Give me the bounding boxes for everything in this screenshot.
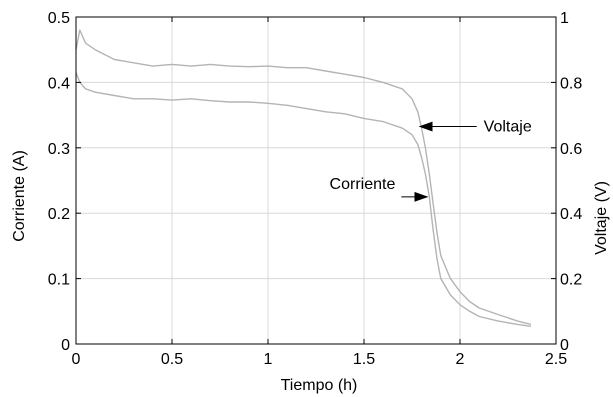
y-right-tick-label: 0.6 [560, 141, 582, 158]
y-axis-right-title: Voltaje (V) [593, 181, 610, 255]
series-layer [75, 29, 532, 327]
y-right-tick-label: 0.8 [560, 75, 582, 92]
y-right-tick-label: 0.4 [560, 206, 582, 223]
y-right-tick-label: 0 [560, 337, 569, 354]
annotation-label-voltaje: Voltaje [484, 119, 532, 136]
y-left-tick-label: 0.5 [48, 10, 70, 27]
y-left-tick-label: 0.4 [48, 75, 70, 92]
plot-frame [75, 16, 557, 345]
x-axis-title: Tiempo (h) [281, 377, 358, 394]
x-tick-label: 0 [72, 351, 81, 368]
series-line-voltaje [75, 29, 532, 326]
y-left-tick-label: 0.1 [48, 272, 70, 289]
series-line-corriente [75, 72, 532, 327]
y-right-tick-label: 0.2 [560, 272, 582, 289]
x-tick-label: 1 [264, 351, 273, 368]
y-left-tick-label: 0.2 [48, 206, 70, 223]
y-right-tick-label: 1 [560, 10, 569, 27]
annotation-label-corriente: Corriente [330, 176, 396, 193]
y-left-tick-label: 0.3 [48, 141, 70, 158]
x-tick-label: 2 [456, 351, 465, 368]
y-left-tick-label: 0 [61, 337, 70, 354]
x-tick-label: 0.5 [161, 351, 183, 368]
x-tick-label: 2.5 [545, 351, 567, 368]
ticks: 0 0.5 1 1.5 2 2.500.10.20.30.40.500.20.40.60.… [48, 10, 583, 368]
y-axis-left-title: Corriente (A) [11, 150, 28, 242]
grid [76, 17, 556, 344]
annotations: Voltaje Corriente [330, 119, 532, 202]
x-tick-label: 1.5 [353, 351, 375, 368]
